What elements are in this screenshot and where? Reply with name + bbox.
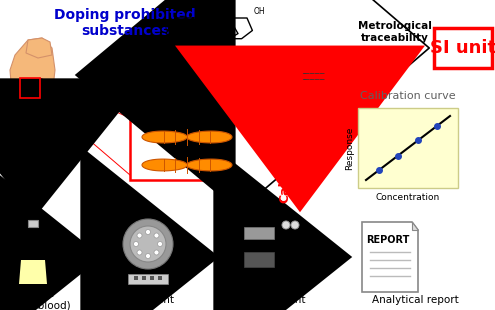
Text: ━━━━━━━━━: ━━━━━━━━━ bbox=[302, 78, 324, 82]
Bar bbox=[244, 252, 274, 267]
Polygon shape bbox=[26, 38, 52, 58]
Text: Analytical report: Analytical report bbox=[372, 295, 458, 305]
Circle shape bbox=[157, 241, 162, 246]
Bar bbox=[28, 220, 38, 227]
Text: REPORT: REPORT bbox=[366, 235, 410, 245]
Polygon shape bbox=[18, 237, 48, 285]
Circle shape bbox=[146, 229, 150, 234]
Bar bbox=[434, 28, 492, 68]
Circle shape bbox=[134, 241, 139, 246]
Circle shape bbox=[137, 233, 142, 238]
Text: Sample
(urine, blood): Sample (urine, blood) bbox=[0, 289, 70, 310]
Bar bbox=[240, 222, 278, 287]
Text: Calibration: Calibration bbox=[279, 126, 292, 203]
Text: Reference material: Reference material bbox=[233, 94, 367, 107]
Bar bbox=[280, 227, 300, 287]
Bar bbox=[26, 225, 40, 237]
Bar bbox=[268, 8, 358, 90]
Bar bbox=[158, 276, 162, 280]
Bar bbox=[20, 78, 40, 98]
Text: Treatment: Treatment bbox=[121, 295, 175, 305]
Text: Concentration: Concentration bbox=[376, 193, 440, 202]
Text: Calibration curve: Calibration curve bbox=[360, 91, 456, 101]
Circle shape bbox=[123, 219, 173, 269]
Bar bbox=[134, 276, 138, 280]
Text: OH: OH bbox=[253, 7, 265, 16]
Polygon shape bbox=[19, 260, 47, 284]
Text: Metrological
traceability: Metrological traceability bbox=[358, 21, 432, 43]
Bar bbox=[123, 247, 173, 287]
Text: O: O bbox=[164, 24, 171, 33]
Bar bbox=[142, 276, 146, 280]
Polygon shape bbox=[142, 159, 232, 171]
Bar bbox=[128, 274, 168, 284]
Bar bbox=[150, 276, 154, 280]
Bar bbox=[244, 227, 274, 239]
Circle shape bbox=[130, 226, 166, 262]
Circle shape bbox=[154, 250, 159, 255]
Circle shape bbox=[291, 221, 299, 229]
Polygon shape bbox=[362, 222, 418, 292]
Bar bbox=[130, 118, 245, 180]
Bar bbox=[272, 64, 354, 84]
Circle shape bbox=[154, 233, 159, 238]
Circle shape bbox=[282, 221, 290, 229]
Text: Measurement: Measurement bbox=[234, 295, 306, 305]
Bar bbox=[358, 108, 458, 188]
Circle shape bbox=[146, 254, 150, 259]
Text: Doping prohibited
substances: Doping prohibited substances bbox=[54, 8, 196, 38]
Polygon shape bbox=[10, 38, 55, 125]
Text: ━━━━━━━━━: ━━━━━━━━━ bbox=[302, 72, 324, 76]
Polygon shape bbox=[412, 222, 418, 230]
Circle shape bbox=[137, 250, 142, 255]
Polygon shape bbox=[142, 131, 232, 143]
Text: Response: Response bbox=[346, 126, 354, 170]
Text: SI unit: SI unit bbox=[430, 39, 495, 57]
